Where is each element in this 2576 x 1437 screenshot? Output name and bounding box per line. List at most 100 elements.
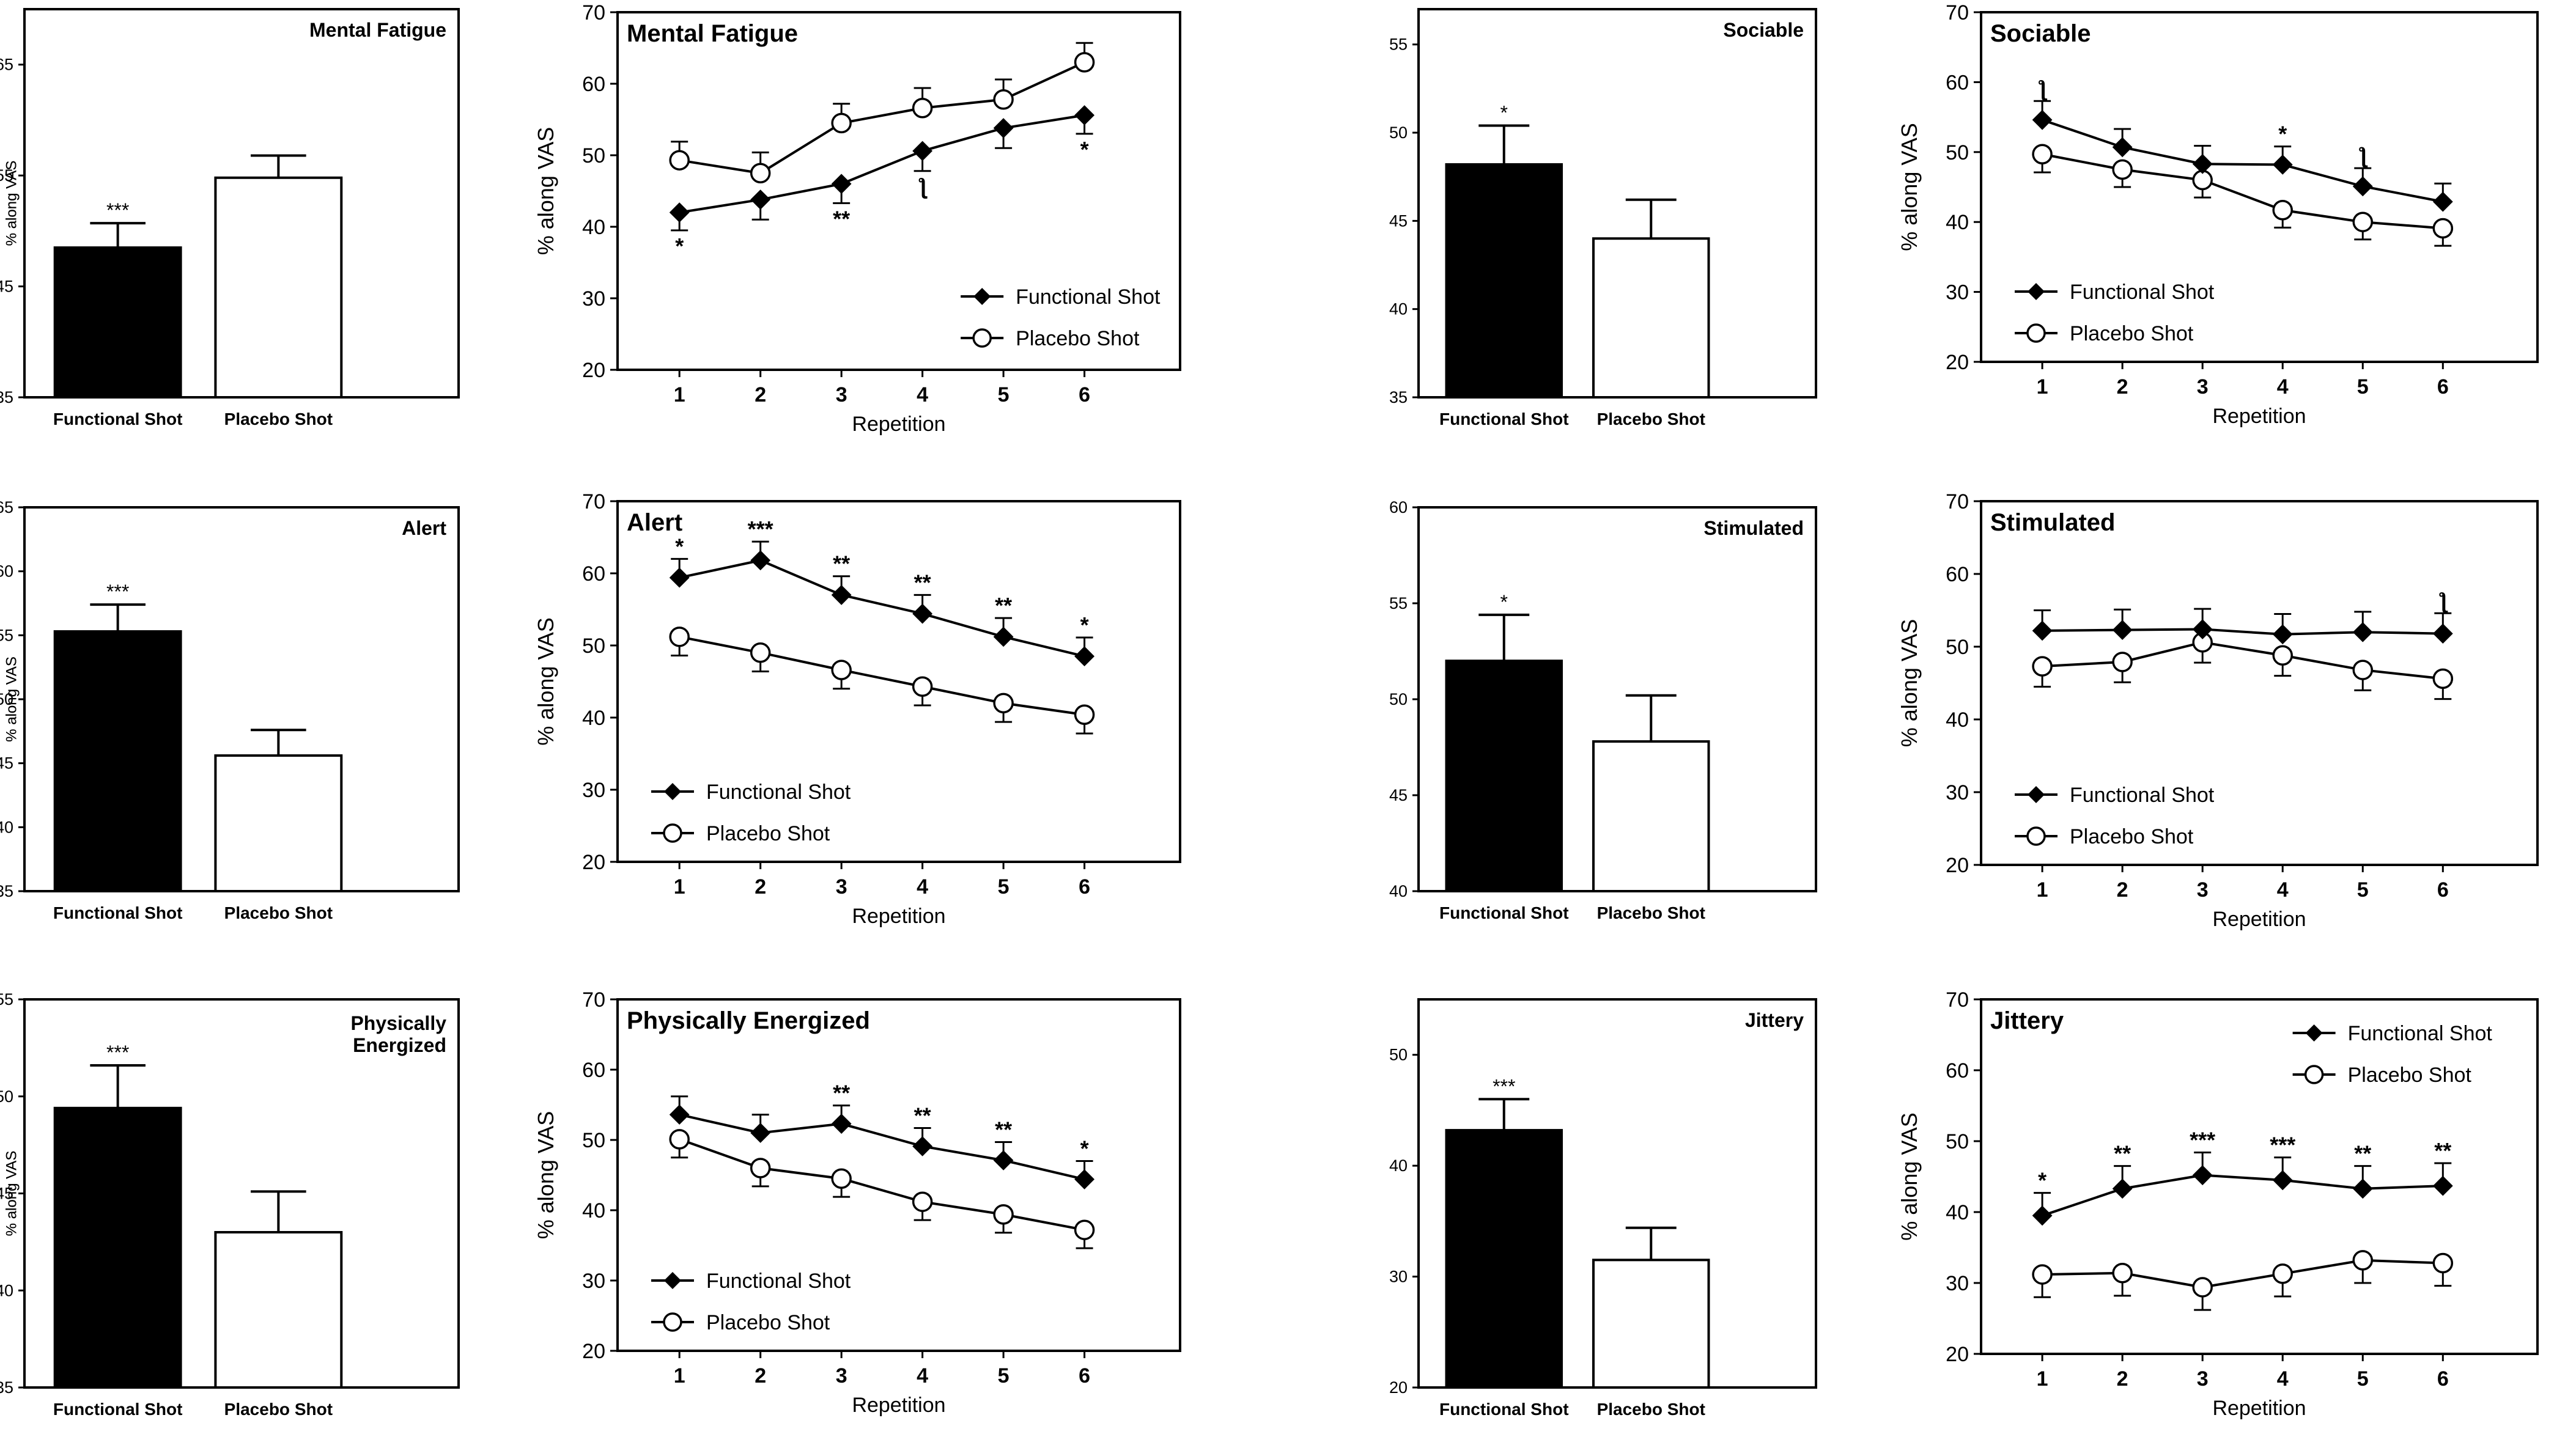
pe-bar-ytick-label: 55 <box>0 990 13 1009</box>
jit-line-legend-marker-placebo <box>2304 1065 2324 1084</box>
mf-line-panel: 20 30 40 50 60 70 1 2 3 4 5 6 Repetition % along VAS M… <box>533 1 1181 436</box>
jit-line-marker-placebo <box>2192 1277 2213 1298</box>
pe-line-marker-functional <box>750 1123 771 1143</box>
mf-line-sig-marker: * <box>1080 137 1089 162</box>
stim-line-xtick-label: 4 <box>2277 878 2289 902</box>
mf-line-marker-functional <box>1074 105 1095 125</box>
mf-line-ytick-label: 40 <box>582 216 605 239</box>
soc-line-ytick-label: 40 <box>1946 211 1969 234</box>
pe-line-ytick-label: 70 <box>582 988 605 1012</box>
mf-line-xtick-label: 2 <box>755 383 766 406</box>
jit-line-legend-label-functional: Functional Shot <box>2348 1022 2493 1045</box>
jit-bar-ytick-label: 20 <box>1389 1378 1408 1397</box>
alert-line-xtick-label: 6 <box>1079 875 1090 899</box>
mf-line-marker-placebo <box>750 163 771 183</box>
pe-bar-ytick-label: 45 <box>0 1185 13 1203</box>
jit-line-marker-functional <box>2192 1165 2213 1186</box>
pe-line-ytick-label: 60 <box>582 1059 605 1082</box>
pe-line-marker-placebo <box>750 1158 771 1178</box>
pe-line-line-placebo <box>679 1137 1085 1232</box>
soc-line-sig-marker: ƪ <box>2039 76 2048 101</box>
mf-line-marker-placebo <box>1074 52 1095 73</box>
soc-bar-sig-marker: * <box>1500 102 1508 124</box>
jit-line-frame <box>1980 998 2539 1355</box>
soc-bar-ytick-label: 45 <box>1389 211 1408 230</box>
jit-line-xtick-label: 2 <box>2117 1367 2128 1391</box>
mf-bar-ytick-label: 65 <box>0 56 13 74</box>
soc-line-frame <box>1980 11 2539 363</box>
alert-line-sig-marker: ** <box>833 551 850 576</box>
alert-line-panel: 20 30 40 50 60 70 1 2 3 4 5 6 Repetition % along VAS A… <box>533 490 1181 928</box>
soc-line-marker-functional <box>2272 154 2293 175</box>
pe-line-marker-functional <box>1074 1169 1095 1189</box>
alert-line-marker-placebo <box>993 693 1014 714</box>
jit-line-xtick-label: 5 <box>2357 1367 2369 1391</box>
mf-line-marker-placebo <box>669 150 690 171</box>
soc-line-title: Sociable <box>1990 20 2091 47</box>
mf-line-ytick-label: 60 <box>582 73 605 96</box>
alert-line-xtick-label: 3 <box>836 875 847 899</box>
stim-bar-ytick-label: 60 <box>1389 498 1408 516</box>
mf-bar-bar-placebo <box>214 176 343 399</box>
pe-line-marker-functional <box>912 1136 933 1156</box>
alert-line-ytick-label: 60 <box>582 562 605 586</box>
mf-line-title: Mental Fatigue <box>627 20 798 47</box>
stim-line-line-placebo <box>2042 641 2443 680</box>
mf-line-sig-marker: * <box>675 233 684 259</box>
soc-line-legend-marker-placebo <box>2026 323 2046 343</box>
alert-bar-bar-functional <box>53 630 182 892</box>
mf-bar-sig-marker: *** <box>106 199 129 221</box>
pe-line-marker-functional <box>993 1150 1014 1171</box>
soc-line-marker-placebo <box>2032 144 2053 164</box>
mf-line-xlabel: Repetition <box>852 413 945 436</box>
soc-line-xlabel: Repetition <box>2212 405 2306 428</box>
alert-line-ytick-label: 20 <box>582 851 605 874</box>
alert-bar-ylabel: % along VAS <box>3 656 20 742</box>
jit-bar-panel: 20 30 40 50 % along VAS Jittery Functional Sho… <box>3 998 1817 1419</box>
pe-bar-xcat-label: Functional Shot <box>53 1400 183 1419</box>
alert-bar-ytick-label: 60 <box>0 562 13 581</box>
jit-bar-bar-placebo <box>1592 1259 1710 1389</box>
jit-line-ytick-label: 60 <box>1946 1059 1969 1082</box>
jit-bar-bar-functional <box>1445 1129 1563 1389</box>
soc-line-line-placebo <box>2042 153 2443 230</box>
jit-line-sig-marker: ** <box>2354 1141 2371 1166</box>
stim-bar-ytick-label: 55 <box>1389 594 1408 612</box>
stim-line-marker-placebo <box>2272 645 2293 666</box>
jit-line-marker-functional <box>2272 1170 2293 1191</box>
stim-line-line-functional <box>2042 628 2443 636</box>
pe-line-xtick-label: 6 <box>1079 1364 1090 1387</box>
stim-bar-ytick-label: 40 <box>1389 882 1408 900</box>
mf-line-legend-label-placebo: Placebo Shot <box>1016 327 1140 350</box>
jit-line-xtick-label: 4 <box>2277 1367 2289 1391</box>
alert-line-marker-functional <box>831 584 852 605</box>
jit-line-marker-placebo <box>2112 1263 2133 1284</box>
stim-bar-ylabel: % along VAS <box>3 656 20 742</box>
mf-line-marker-functional <box>993 118 1014 138</box>
mf-line-ytick-label: 30 <box>582 287 605 311</box>
alert-line-xtick-label: 2 <box>755 875 766 899</box>
alert-line-ytick-label: 30 <box>582 779 605 802</box>
pe-line-marker-placebo <box>1074 1219 1095 1240</box>
jit-line-sig-marker: ** <box>2114 1141 2131 1166</box>
alert-line-xtick-label: 5 <box>998 875 1009 899</box>
alert-line-marker-functional <box>750 550 771 571</box>
stim-line-marker-functional <box>2272 624 2293 645</box>
pe-line-xtick-label: 4 <box>917 1364 928 1387</box>
soc-line-marker-placebo <box>2272 200 2293 221</box>
pe-line-marker-placebo <box>669 1129 690 1150</box>
jit-line-sig-marker: *** <box>2270 1133 2295 1158</box>
alert-line-marker-placebo <box>669 627 690 647</box>
alert-line-marker-placebo <box>912 676 933 697</box>
mf-line-sig-marker: ƪ <box>918 174 928 199</box>
alert-line-marker-functional <box>993 627 1014 647</box>
alert-line-sig-marker: *** <box>748 516 773 542</box>
stim-line-marker-placebo <box>2112 652 2133 672</box>
stim-bar-title: Stimulated <box>1703 517 1804 539</box>
jit-line-legend-label-placebo: Placebo Shot <box>2348 1064 2472 1087</box>
stim-line-frame <box>1980 500 2539 866</box>
soc-line-ytick-label: 50 <box>1946 141 1969 164</box>
jit-line-marker-functional <box>2032 1205 2053 1226</box>
pe-line-sig-marker: * <box>1080 1136 1089 1161</box>
